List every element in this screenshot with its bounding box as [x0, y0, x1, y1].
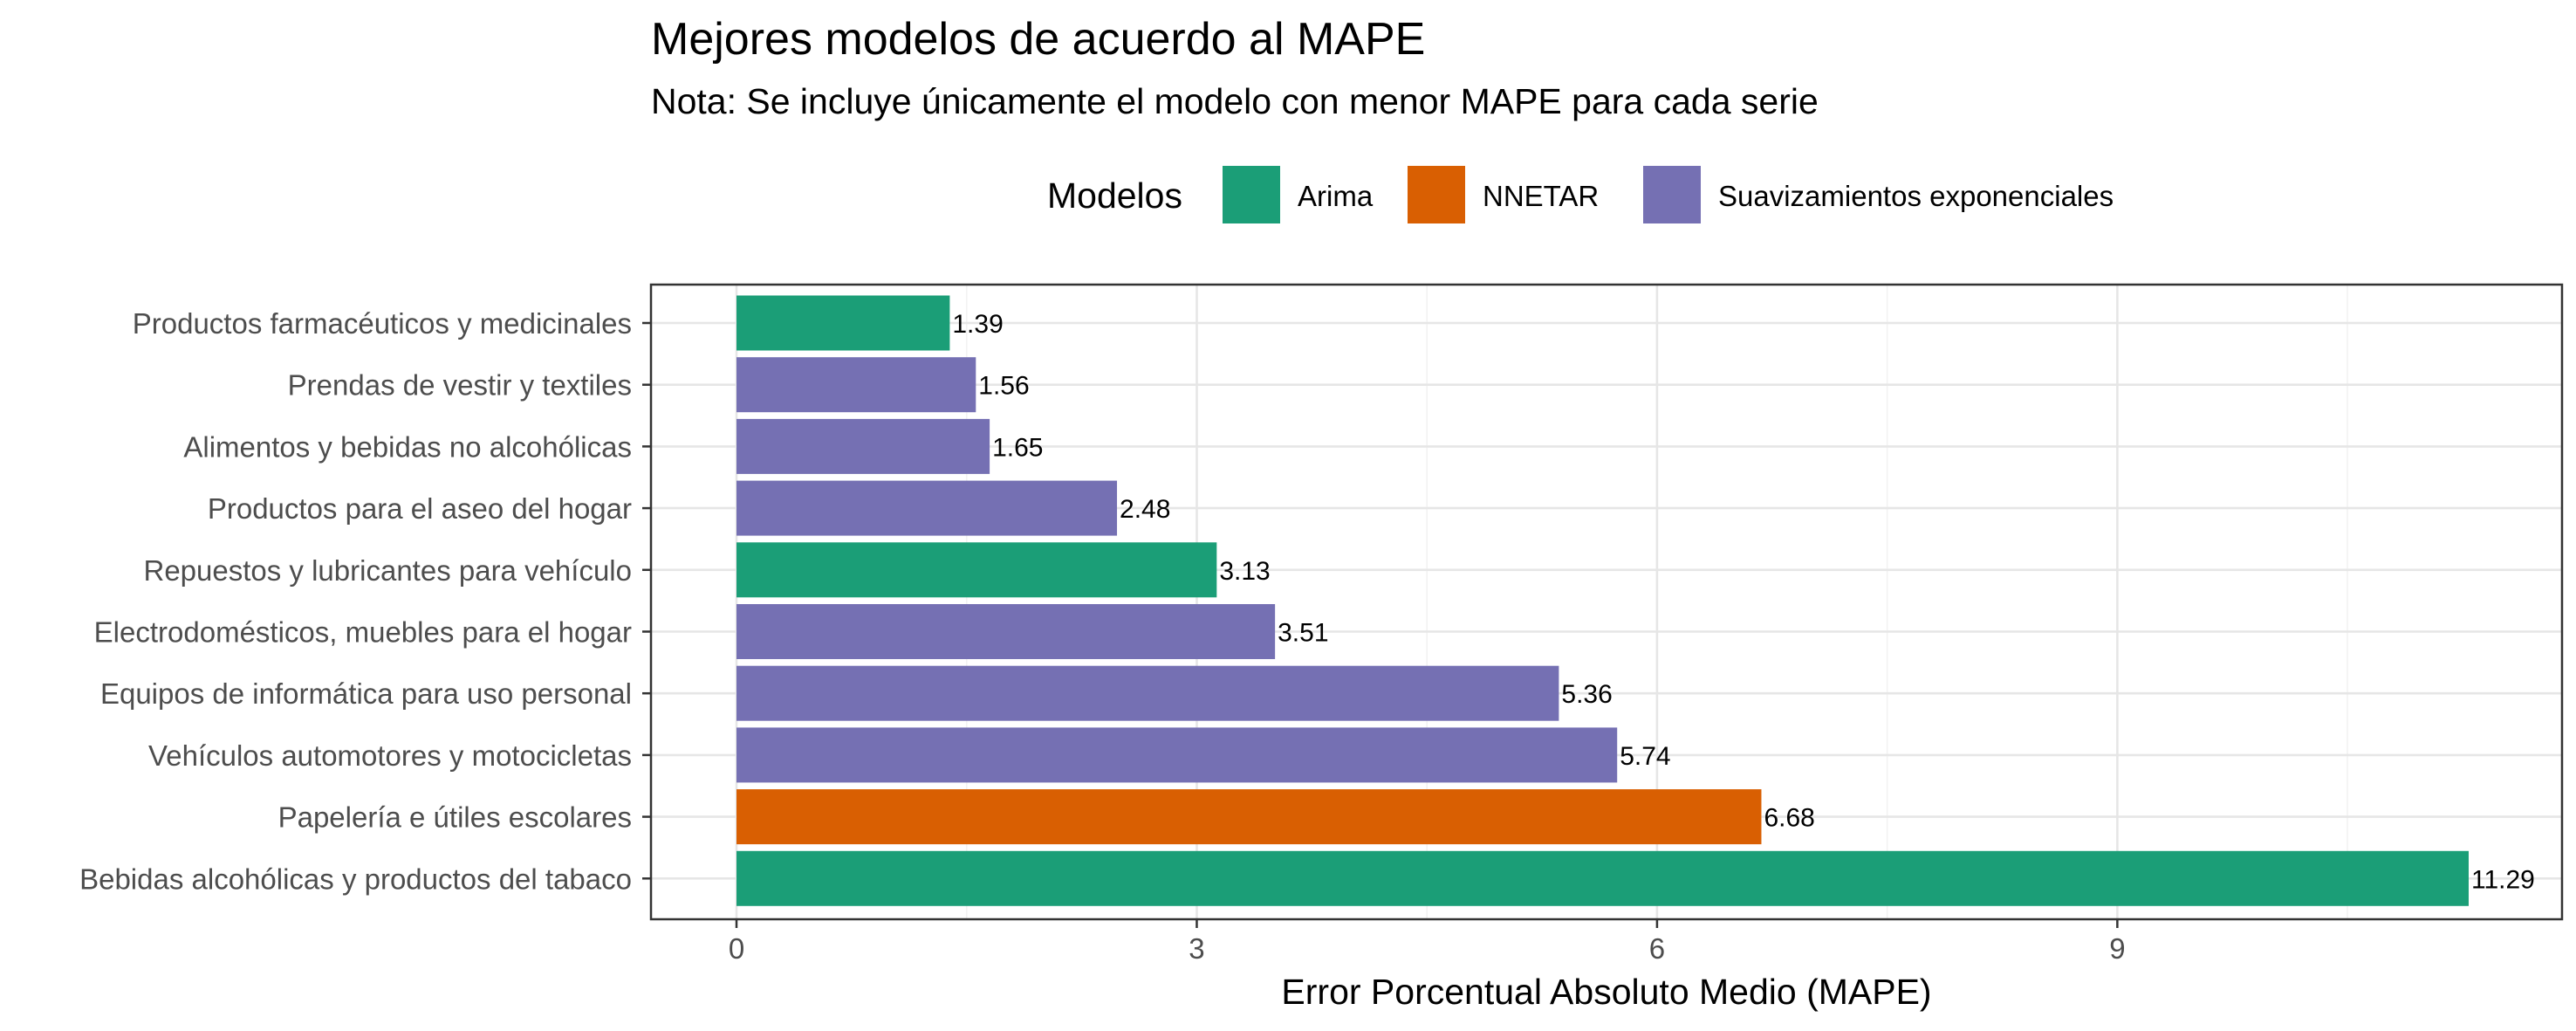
category-label: Productos para el aseo del hogar — [208, 492, 632, 525]
data-label: 11.29 — [2471, 865, 2535, 894]
legend-label: Arima — [1298, 180, 1374, 212]
category-label: Repuestos y lubricantes para vehículo — [144, 554, 633, 587]
x-tick-label: 3 — [1189, 932, 1204, 965]
bar — [736, 789, 1762, 845]
bar — [736, 357, 976, 413]
category-label: Productos farmacéuticos y medicinales — [133, 307, 632, 340]
legend-swatch — [1643, 166, 1701, 223]
panel-border — [649, 283, 2564, 921]
legend-swatch — [1223, 166, 1280, 223]
x-tick-label: 0 — [729, 932, 744, 965]
legend-label: NNETAR — [1483, 180, 1599, 212]
y-axis: Productos farmacéuticos y medicinales Pre… — [79, 307, 651, 895]
category-label: Electrodomésticos, muebles para el hogar — [94, 616, 632, 649]
category-label: Papelería e útiles escolares — [278, 801, 632, 834]
data-label: 1.56 — [978, 372, 1029, 401]
x-tick-label: 9 — [2109, 932, 2125, 965]
data-label: 2.48 — [1120, 495, 1170, 524]
bar — [736, 542, 1217, 598]
data-label: 6.68 — [1764, 804, 1814, 833]
category-label: Prendas de vestir y textiles — [288, 369, 632, 402]
bar — [736, 850, 2469, 906]
bar — [736, 604, 1276, 659]
data-label: 1.39 — [952, 310, 1003, 339]
category-label: Bebidas alcohólicas y productos del taba… — [79, 863, 632, 895]
bars — [736, 295, 2469, 906]
legend: Modelos Arima NNETAR Suavizamientos expone… — [1047, 166, 2114, 223]
bar — [736, 480, 1118, 536]
x-axis-title: Error Porcentual Absoluto Medio (MAPE) — [1281, 972, 1931, 1012]
plot-panel: 1.39 1.56 1.65 2.48 3.13 3.51 5.36 5.74 6.68 11.2… — [649, 283, 2564, 921]
data-label: 1.65 — [992, 433, 1043, 462]
legend-label: Suavizamientos exponenciales — [1718, 180, 2114, 212]
bar — [736, 418, 990, 474]
x-tick-label: 6 — [1649, 932, 1665, 965]
bar — [736, 295, 950, 351]
category-label: Vehículos automotores y motocicletas — [148, 739, 632, 772]
data-labels: 1.39 1.56 1.65 2.48 3.13 3.51 5.36 5.74 6.68 11.2… — [952, 310, 2534, 894]
data-label: 5.74 — [1620, 742, 1670, 771]
category-label: Alimentos y bebidas no alcohólicas — [183, 430, 632, 463]
x-axis: 0 3 6 9 — [729, 919, 2126, 965]
data-label: 5.36 — [1561, 680, 1612, 709]
chart-subtitle: Nota: Se incluye únicamente el modelo co… — [651, 81, 1819, 121]
data-label: 3.51 — [1278, 619, 1328, 648]
bar — [736, 727, 1618, 783]
data-label: 3.13 — [1219, 557, 1270, 586]
legend-swatch — [1408, 166, 1465, 223]
bar — [736, 665, 1559, 721]
legend-title: Modelos — [1047, 175, 1182, 216]
chart-title: Mejores modelos de acuerdo al MAPE — [651, 14, 1425, 65]
category-label: Equipos de informática para uso personal — [100, 677, 632, 710]
